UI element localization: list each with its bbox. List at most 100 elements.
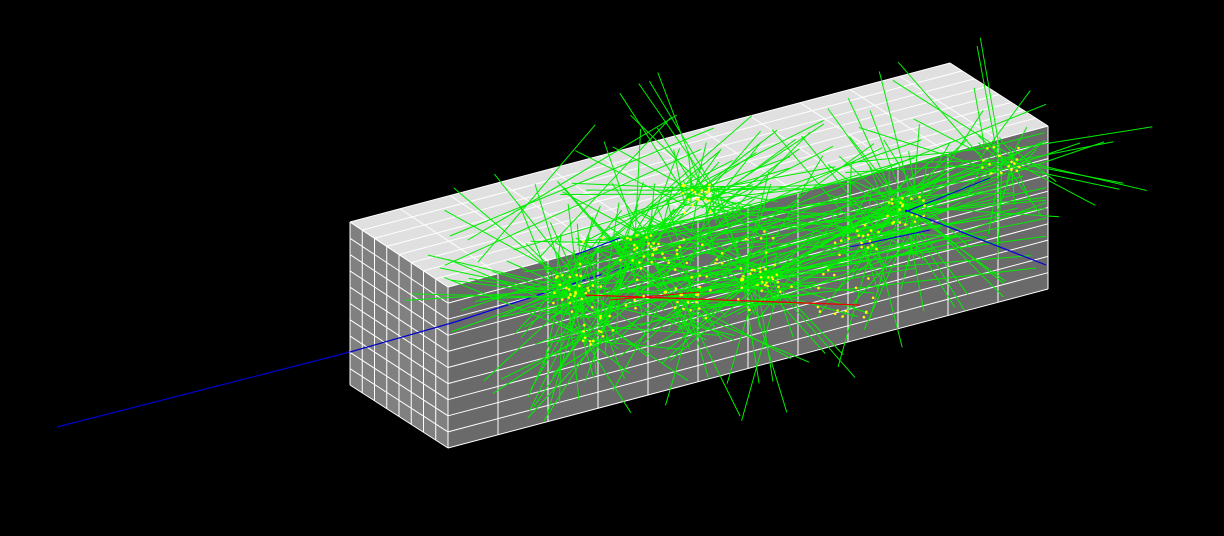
- neutral-track: [566, 305, 616, 318]
- step-point: [599, 285, 603, 288]
- neutral-track: [613, 150, 721, 238]
- step-point: [569, 293, 572, 296]
- front-grid-line: [349, 303, 449, 368]
- neutral-track: [581, 298, 735, 336]
- neutral-track: [691, 299, 713, 309]
- neutral-track: [855, 217, 922, 234]
- step-point: [1015, 169, 1019, 173]
- shower-tracks: [349, 37, 1153, 421]
- step-point: [866, 233, 870, 237]
- neutral-track: [600, 238, 715, 321]
- step-point: [898, 221, 902, 224]
- step-point: [923, 204, 926, 207]
- step-point: [760, 280, 764, 284]
- neutral-track: [916, 149, 1023, 217]
- neutral-track: [468, 277, 578, 296]
- neutral-track: [892, 79, 1018, 160]
- neutral-track: [461, 273, 568, 311]
- step-point: [663, 291, 666, 294]
- neutral-track: [539, 310, 591, 319]
- step-point: [988, 162, 991, 166]
- step-point: [645, 236, 648, 239]
- step-point: [1000, 171, 1003, 175]
- step-point: [767, 276, 770, 279]
- step-point: [579, 274, 583, 278]
- neutral-track: [604, 334, 608, 355]
- neutral-track: [768, 140, 1047, 262]
- neutral-track: [911, 124, 920, 216]
- neutral-track: [714, 143, 875, 261]
- step-point: [750, 268, 754, 272]
- step-point: [749, 272, 752, 276]
- step-point: [869, 229, 873, 232]
- neutral-track: [492, 318, 609, 394]
- step-point: [759, 270, 762, 274]
- step-point: [651, 253, 654, 257]
- neutral-track: [910, 221, 965, 311]
- negative-track: [609, 291, 701, 301]
- step-point: [860, 241, 863, 245]
- neutral-track: [1011, 161, 1124, 184]
- neutral-track: [919, 200, 971, 249]
- step-point: [704, 198, 707, 201]
- step-point: [624, 304, 628, 307]
- neutral-track: [697, 255, 1031, 283]
- neutral-track: [899, 198, 1005, 285]
- neutral-track: [656, 127, 711, 212]
- step-point: [910, 197, 913, 200]
- step-point: [685, 261, 689, 265]
- step-point: [698, 307, 701, 310]
- step-point: [583, 323, 586, 327]
- front-grid-line: [349, 351, 449, 417]
- neutral-track: [571, 297, 649, 358]
- step-point: [698, 274, 701, 278]
- neutral-track: [694, 166, 836, 193]
- neutral-track: [763, 207, 1047, 257]
- front-grid-line: [349, 384, 449, 449]
- neutral-track: [1009, 151, 1031, 202]
- step-point: [756, 283, 759, 287]
- neutral-track: [592, 340, 597, 375]
- step-point: [631, 259, 634, 262]
- step-point: [705, 191, 709, 194]
- neutral-track: [702, 156, 791, 189]
- neutral-track: [998, 137, 1015, 157]
- neutral-track: [448, 258, 554, 304]
- step-point: [681, 192, 685, 195]
- neutral-track: [675, 288, 697, 304]
- step-point: [676, 300, 679, 304]
- step-point: [904, 223, 907, 226]
- step-point: [833, 241, 837, 245]
- front-grid-line: [349, 237, 449, 304]
- neutral-track: [901, 198, 925, 312]
- step-point: [1010, 160, 1013, 164]
- positive-track: [904, 209, 1047, 266]
- step-point: [663, 256, 666, 260]
- neutral-track: [895, 211, 956, 308]
- step-point: [673, 268, 677, 271]
- neutral-track: [444, 209, 563, 276]
- neutral-track: [681, 297, 741, 417]
- neutral-track: [762, 181, 935, 231]
- neutral-track: [657, 175, 1024, 286]
- step-point: [629, 238, 632, 241]
- neutral-track: [633, 143, 992, 235]
- step-point: [763, 230, 766, 233]
- step-point: [565, 286, 568, 290]
- step-point: [708, 183, 711, 187]
- neutral-track: [979, 90, 1031, 159]
- step-point: [817, 286, 820, 290]
- step-point: [695, 300, 698, 304]
- neutral-track: [444, 148, 702, 266]
- neutral-track: [554, 209, 623, 294]
- step-point: [1018, 165, 1021, 169]
- neutral-track: [686, 147, 883, 241]
- neutral-track: [992, 172, 1012, 224]
- step-point: [707, 187, 711, 191]
- step-point: [698, 285, 702, 289]
- step-point: [560, 298, 564, 301]
- step-point: [777, 285, 780, 289]
- neutral-track: [703, 185, 770, 233]
- step-point: [573, 294, 576, 298]
